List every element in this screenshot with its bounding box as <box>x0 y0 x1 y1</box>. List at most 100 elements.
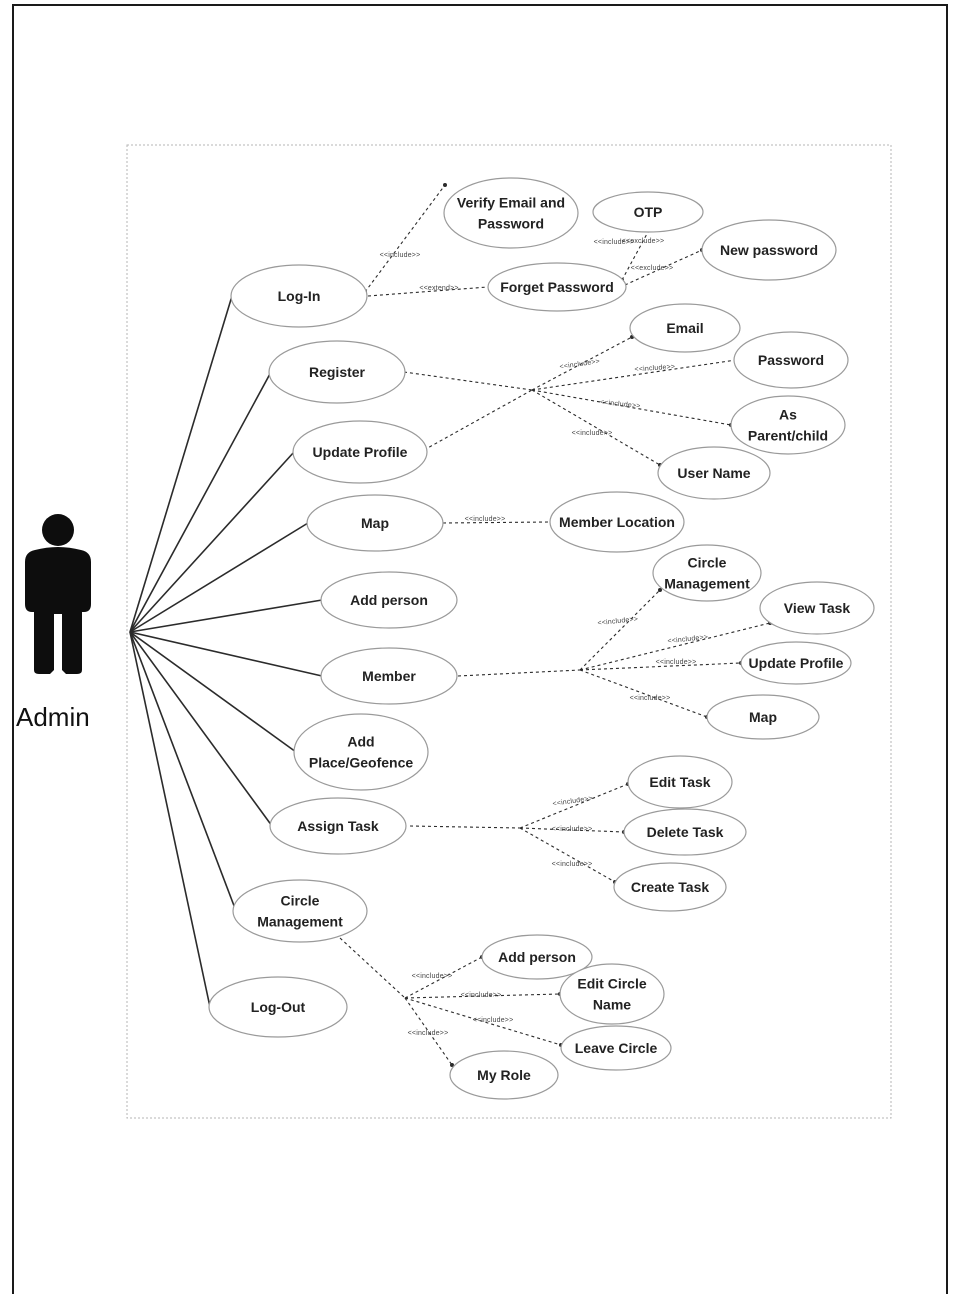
use-case-verify: Verify Email and Password <box>443 177 579 249</box>
use-case-ellipse <box>320 571 458 629</box>
dependency-line <box>367 286 489 297</box>
dependency-line <box>531 389 732 426</box>
relation-label: <<include>> <box>572 430 613 437</box>
use-case-label: Parent/child <box>748 428 828 444</box>
use-case-ellipse <box>613 862 727 912</box>
use-case-login: Log-In <box>230 264 368 328</box>
use-case-myrole: My Role <box>449 1050 559 1100</box>
use-case-ellipse <box>487 262 627 312</box>
relation-label: <<include>> <box>412 973 453 980</box>
dependency-line <box>624 249 703 286</box>
use-case-label: Leave Circle <box>575 1040 658 1056</box>
association-line <box>129 631 273 827</box>
dependency-line <box>519 827 625 833</box>
relation-label: <<include>> <box>552 861 593 868</box>
relation-label: <<include>> <box>667 634 708 645</box>
use-case-label: Place/Geofence <box>309 755 413 771</box>
dependency-line <box>579 589 661 671</box>
dependency-line <box>531 359 737 391</box>
use-case-asparent: As Parent/child <box>730 395 846 455</box>
association-line <box>129 631 323 677</box>
page-frame <box>12 4 948 1294</box>
use-case-ellipse <box>559 963 665 1025</box>
relation-label: <<include>> <box>600 399 641 410</box>
use-case-label: Password <box>478 216 544 232</box>
use-case-deletetask: Delete Task <box>623 808 747 856</box>
relation-label: <<include>> <box>656 659 697 666</box>
actor-label: Admin <box>16 702 90 732</box>
association-line <box>129 295 233 633</box>
dependency-line <box>423 389 533 451</box>
use-case-label: Email <box>666 320 703 336</box>
use-case-label: Edit Circle <box>577 976 646 992</box>
use-case-forget: Forget Password <box>487 262 627 312</box>
dependency-line <box>531 336 633 391</box>
use-case-leavecircle: Leave Circle <box>560 1025 672 1071</box>
use-case-map: Map <box>306 494 444 552</box>
use-case-label: My Role <box>477 1067 531 1083</box>
use-case-label: Log-Out <box>251 999 306 1015</box>
actor-admin: Admin <box>16 514 91 732</box>
use-case-label: New password <box>720 242 818 258</box>
relation-label: <<include>> <box>380 252 421 259</box>
use-case-map2: Map <box>706 694 820 740</box>
use-case-ellipse <box>230 264 368 328</box>
use-case-member: Member <box>320 647 458 705</box>
use-case-ellipse <box>320 647 458 705</box>
use-case-edittask: Edit Task <box>627 755 733 809</box>
use-case-label: User Name <box>677 465 750 481</box>
system-boundary <box>126 144 892 1119</box>
association-line <box>129 451 295 633</box>
relation-label: <<exclude>> <box>622 238 665 245</box>
use-case-ellipse <box>481 934 593 980</box>
use-case-label: Circle <box>688 555 727 571</box>
dependency-line <box>579 669 708 718</box>
dependency-line <box>579 622 771 671</box>
use-case-label: Update Profile <box>313 444 408 460</box>
relation-label: <<include>> <box>408 1030 449 1037</box>
use-case-ellipse <box>629 303 741 353</box>
dependency-line <box>404 993 561 999</box>
association-line <box>129 599 323 633</box>
use-case-otp: OTP <box>592 191 704 233</box>
use-case-createtask: Create Task <box>613 862 727 912</box>
actor-body <box>25 547 91 674</box>
use-case-label: OTP <box>634 204 663 220</box>
use-case-ellipse <box>449 1050 559 1100</box>
dependency-line <box>339 937 406 999</box>
use-case-register: Register <box>268 340 406 404</box>
use-case-label: Name <box>593 997 631 1013</box>
relation-label: <<include>> <box>552 826 593 833</box>
actor-head <box>42 514 74 546</box>
use-case-ellipse <box>208 976 348 1038</box>
association-line <box>129 631 211 1008</box>
use-case-label: Circle <box>281 893 320 909</box>
use-case-ellipse <box>733 331 849 389</box>
dependency-line <box>404 997 453 1066</box>
arrow-head <box>658 588 662 592</box>
relation-label: <<include>> <box>552 795 593 808</box>
use-case-label: Assign Task <box>297 818 379 834</box>
use-case-circlemgmt2: Circle Management <box>652 544 762 602</box>
relation-label: <<include>> <box>461 992 502 999</box>
use-case-label: Map <box>361 515 389 531</box>
dependency-line <box>519 783 629 829</box>
dependency-line <box>364 184 446 293</box>
dependency-line <box>531 389 661 466</box>
use-case-viewtask: View Task <box>759 581 875 635</box>
use-case-label: Forget Password <box>500 279 614 295</box>
use-case-label: Add person <box>498 949 576 965</box>
dependency-line <box>519 827 616 883</box>
relation-label: <<exclude>> <box>631 265 674 272</box>
association-line <box>129 631 237 912</box>
dependency-line <box>403 371 533 391</box>
use-case-label: Update Profile <box>749 655 844 671</box>
use-case-label: Add person <box>350 592 428 608</box>
use-case-ellipse <box>560 1025 672 1071</box>
use-case-ellipse <box>293 713 429 791</box>
use-case-email: Email <box>629 303 741 353</box>
use-case-label: Management <box>664 576 750 592</box>
association-line <box>129 631 297 753</box>
use-case-ellipse <box>623 808 747 856</box>
use-case-ellipse <box>549 491 685 553</box>
